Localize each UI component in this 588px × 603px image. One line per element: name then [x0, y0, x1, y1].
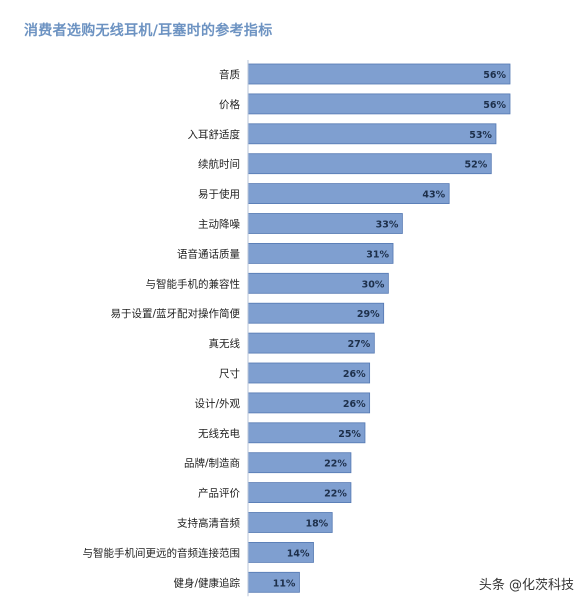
bar — [247, 63, 511, 85]
category-label: 无线充电 — [198, 427, 240, 440]
bar — [247, 93, 511, 115]
bar — [247, 183, 450, 205]
chart-title: 消费者选购无线耳机/耳塞时的参考指标 — [24, 23, 273, 39]
category-label: 音质 — [219, 68, 240, 81]
value-label: 29% — [357, 309, 380, 320]
value-label: 31% — [366, 249, 389, 260]
value-label: 56% — [483, 70, 506, 81]
bar — [247, 153, 492, 175]
value-label: 43% — [422, 190, 445, 201]
value-label: 56% — [483, 100, 506, 111]
watermark: 头条 @化茨科技 — [478, 578, 574, 593]
category-label: 易于设置/蓝牙配对操作简便 — [110, 307, 240, 320]
value-label: 22% — [324, 459, 347, 470]
value-label: 52% — [465, 160, 488, 171]
category-label: 价格 — [219, 98, 240, 111]
value-label: 27% — [348, 339, 371, 350]
value-label: 53% — [469, 130, 492, 141]
value-label: 30% — [362, 279, 385, 290]
value-label: 25% — [338, 429, 361, 440]
category-label: 支持高清音频 — [177, 517, 240, 530]
category-label: 与智能手机的兼容性 — [146, 277, 241, 290]
category-label: 语音通话质量 — [177, 247, 240, 260]
value-label: 22% — [324, 489, 347, 500]
value-label: 26% — [343, 369, 366, 380]
category-label: 易于使用 — [198, 188, 240, 201]
category-label: 尺寸 — [219, 367, 240, 380]
category-label: 续航时间 — [198, 158, 240, 171]
category-label: 健身/健康追踪 — [173, 576, 240, 589]
bar — [247, 123, 497, 145]
category-label: 产品评价 — [198, 487, 240, 500]
category-label: 主动降噪 — [198, 218, 240, 231]
category-label: 入耳舒适度 — [188, 128, 241, 141]
category-label: 设计/外观 — [194, 397, 240, 410]
value-label: 14% — [287, 548, 310, 559]
category-label: 真无线 — [209, 337, 241, 350]
value-label: 11% — [273, 578, 296, 589]
value-label: 26% — [343, 399, 366, 410]
value-label: 18% — [305, 519, 328, 530]
value-label: 33% — [376, 220, 399, 231]
category-label: 品牌/制造商 — [184, 457, 240, 470]
category-label: 与智能手机间更远的音频连接范围 — [83, 546, 241, 559]
bars-group: 音质 56% 价格 56% 入耳舒适度 53% 续航时间 52% 易于使用 43% 主动降噪 33% 语… — [83, 63, 511, 593]
